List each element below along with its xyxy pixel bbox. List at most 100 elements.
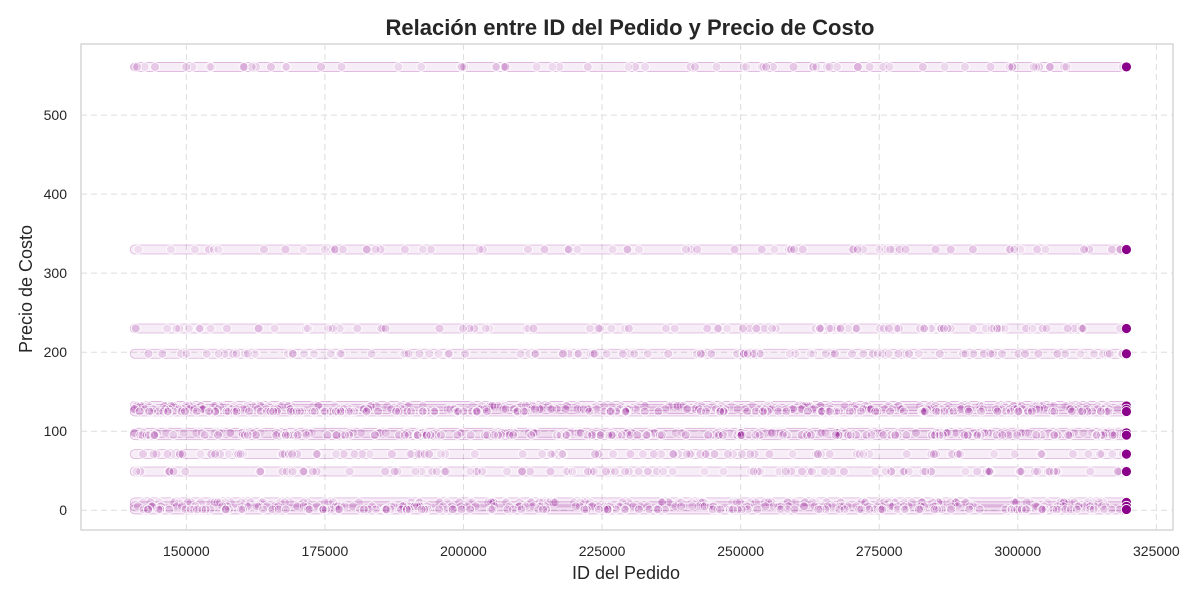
data-point (239, 430, 250, 441)
data-point (824, 62, 835, 72)
data-point (299, 348, 309, 359)
data-point (759, 323, 770, 334)
data-point (1121, 323, 1132, 334)
data-point (1121, 61, 1132, 73)
data-point (283, 430, 294, 441)
x-tick-label: 250000 (717, 543, 764, 559)
data-point (1079, 244, 1089, 255)
data-point (223, 449, 234, 460)
data-point (773, 406, 784, 417)
data-point (931, 406, 942, 417)
y-tick-label: 400 (44, 186, 68, 202)
data-point (824, 406, 835, 417)
data-point (222, 323, 232, 334)
data-point (739, 348, 749, 359)
data-point (642, 348, 653, 359)
data-point (946, 504, 956, 515)
data-point (1031, 430, 1042, 441)
data-point (1104, 348, 1115, 359)
data-point (884, 323, 894, 334)
data-point (892, 430, 903, 441)
data-point (213, 244, 224, 255)
data-point (997, 348, 1007, 359)
data-point (307, 466, 318, 477)
data-point (1121, 448, 1132, 460)
x-tick-label: 175000 (302, 543, 349, 559)
data-point (635, 501, 646, 512)
data-point (1102, 348, 1113, 359)
data-point (847, 406, 858, 417)
data-point (168, 430, 179, 441)
data-point (972, 466, 983, 477)
data-point (399, 430, 410, 441)
x-tick-label: 150000 (163, 543, 210, 559)
data-point (948, 406, 959, 417)
data-point (1036, 430, 1047, 441)
data-point (972, 430, 982, 441)
data-point (676, 497, 687, 508)
data-point (584, 406, 595, 417)
data-point (983, 466, 994, 477)
data-point (1036, 504, 1047, 515)
data-point (964, 501, 975, 512)
data-point (158, 406, 169, 417)
data-point (670, 501, 681, 512)
data-point (287, 348, 298, 359)
data-point (1041, 323, 1052, 334)
data-point (783, 244, 794, 255)
data-point (901, 430, 912, 441)
data-point (456, 504, 467, 515)
data-point (1040, 504, 1051, 515)
data-point (603, 430, 614, 441)
data-point (976, 406, 986, 417)
data-point (750, 406, 761, 417)
data-point (281, 62, 292, 72)
data-point (918, 323, 929, 334)
data-point (137, 430, 148, 441)
data-point (771, 323, 781, 334)
data-point (431, 466, 442, 477)
data-point (288, 406, 299, 417)
data-point (854, 449, 865, 460)
data-point (381, 504, 392, 515)
data-point (975, 430, 986, 441)
data-point (699, 466, 710, 477)
data-point (717, 430, 728, 441)
data-point (640, 62, 650, 72)
data-point (707, 504, 718, 515)
data-point (373, 406, 383, 417)
data-point (938, 323, 949, 334)
data-point (357, 449, 368, 460)
data-point (820, 348, 831, 359)
data-point (541, 504, 551, 515)
data-point (620, 406, 631, 417)
data-point (960, 348, 971, 359)
data-point (144, 406, 155, 417)
data-point (625, 449, 636, 460)
data-point (930, 244, 941, 255)
data-point (907, 497, 917, 508)
data-point (265, 406, 276, 417)
data-point (138, 449, 148, 460)
data-point (945, 497, 956, 508)
data-point (259, 244, 269, 255)
data-point (1121, 406, 1132, 417)
data-point (315, 62, 326, 72)
data-point (728, 504, 738, 515)
data-point (807, 466, 817, 477)
data-point (1031, 62, 1042, 72)
data-point (929, 449, 939, 460)
data-point (545, 404, 556, 414)
data-point (262, 501, 272, 512)
data-point (369, 430, 380, 441)
data-point (283, 449, 294, 460)
data-point (402, 406, 413, 417)
data-point (858, 348, 869, 359)
data-point (386, 404, 397, 414)
data-point (619, 504, 630, 515)
data-point (539, 244, 550, 255)
data-point (527, 501, 538, 512)
data-point (181, 62, 192, 72)
data-point (880, 466, 891, 477)
